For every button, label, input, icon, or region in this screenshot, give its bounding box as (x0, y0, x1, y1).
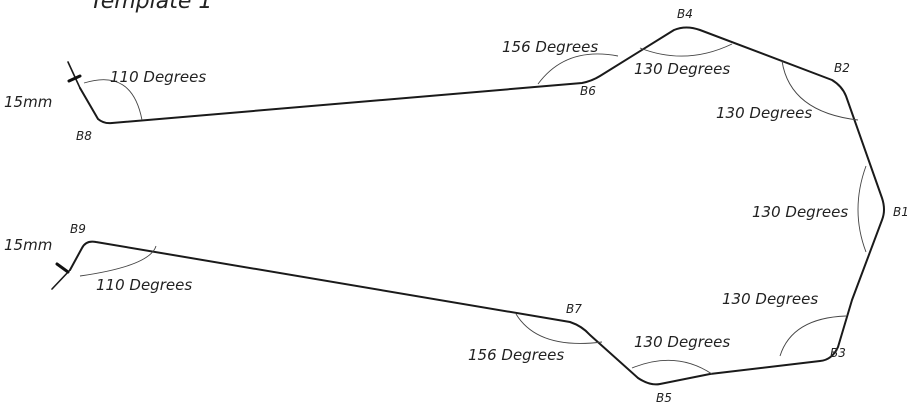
point-label-b1: B1 (893, 205, 909, 219)
angle-label-bottom-left: 110 Degrees (96, 276, 192, 294)
point-label-b3: B3 (830, 346, 846, 360)
angle-arc-b2 (781, 60, 859, 121)
bottom-tab-extension (51, 269, 71, 290)
point-label-b5: B5 (656, 391, 672, 405)
point-label-b8: B8 (76, 129, 92, 143)
angle-label-b7: 156 Degrees (468, 346, 564, 364)
top-tab-extension (67, 61, 81, 89)
angle-arc-top-left (83, 79, 143, 121)
dimension-label-top-tab: 15mm (4, 93, 52, 111)
angle-arc-b6 (537, 53, 619, 85)
point-label-b4: B4 (677, 7, 693, 21)
angle-arc-b7 (515, 313, 603, 344)
top-tab-tick (67, 74, 82, 83)
angle-arc-b5 (631, 359, 713, 375)
point-label-b9: B9 (70, 222, 86, 236)
template-outline (69, 26, 885, 386)
point-label-b2: B2 (834, 61, 850, 75)
dimension-label-bottom-tab: 15mm (4, 236, 52, 254)
template-title: Template 1 (90, 0, 212, 14)
angle-arc-b1 (857, 165, 867, 253)
point-label-b7: B7 (566, 302, 582, 316)
angle-label-b5: 130 Degrees (634, 333, 730, 351)
angle-label-top-left: 110 Degrees (110, 68, 206, 86)
angle-label-b2: 130 Degrees (716, 104, 812, 122)
angle-label-b6: 156 Degrees (502, 38, 598, 56)
bottom-tab-tick (55, 262, 70, 274)
point-label-b6: B6 (580, 84, 596, 98)
angle-arc-bottom-left (79, 245, 157, 277)
angle-label-b3: 130 Degrees (722, 290, 818, 308)
angle-arc-b4 (639, 43, 733, 57)
angle-label-b4: 130 Degrees (634, 60, 730, 78)
angle-label-b1: 130 Degrees (752, 203, 848, 221)
angle-arc-b3 (779, 315, 847, 357)
